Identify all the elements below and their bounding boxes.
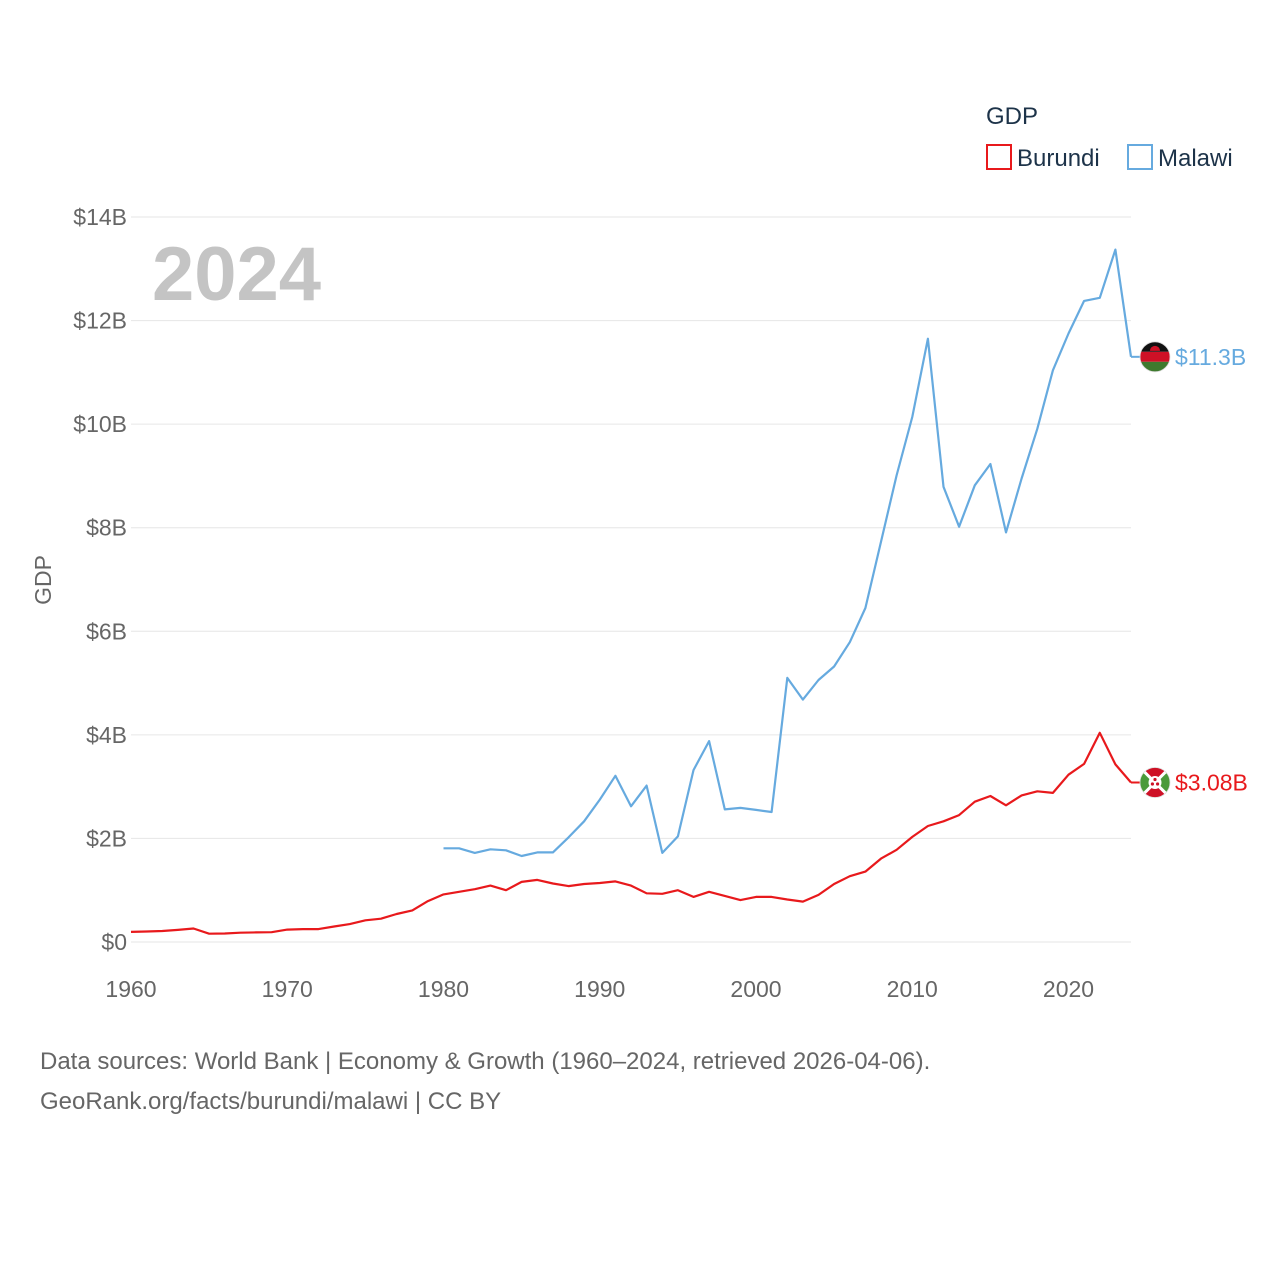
- legend-item-malawi[interactable]: Malawi: [1127, 144, 1233, 172]
- grid-lines: [131, 216, 1131, 943]
- y-tick-label: $0: [101, 929, 127, 955]
- series-line-malawi[interactable]: [443, 248, 1133, 858]
- data-sources-note: Data sources: World Bank | Economy & Gro…: [40, 1048, 931, 1075]
- x-tick-label: 1960: [105, 976, 156, 1002]
- credit-link[interactable]: GeoRank.org/facts/burundi/malawi | CC BY: [40, 1088, 502, 1115]
- series-lines: [130, 248, 1141, 935]
- x-tick-label: 1980: [418, 976, 469, 1002]
- burundi-flag-icon: [1139, 767, 1171, 798]
- x-tick-label: 1990: [574, 976, 625, 1002]
- legend-label-malawi: Malawi: [1158, 145, 1233, 172]
- y-axis-title: GDP: [30, 555, 56, 605]
- year-watermark: 2024: [152, 232, 321, 317]
- x-tick-label: 2020: [1043, 976, 1094, 1002]
- y-tick-label: $4B: [86, 722, 127, 748]
- legend-title: GDP: [986, 103, 1038, 130]
- y-tick-label: $14B: [73, 204, 127, 230]
- gdp-line-chart: $0$2B$4B$6B$8B$10B$12B$14B 1960 1970 1980 1…: [30, 103, 1248, 1002]
- y-tick-label: $12B: [73, 308, 127, 334]
- y-tick-label: $8B: [86, 515, 127, 541]
- legend-swatch-burundi: [986, 144, 1012, 170]
- legend-swatch-malawi: [1127, 144, 1153, 170]
- x-tick-label: 2000: [730, 976, 781, 1002]
- legend-label-burundi: Burundi: [1017, 145, 1100, 172]
- malawi-flag-icon: [1139, 341, 1171, 373]
- series-line-burundi[interactable]: [130, 731, 1132, 935]
- footer: Data sources: World Bank | Economy & Gro…: [40, 1042, 930, 1122]
- x-tick-label: 1970: [262, 976, 313, 1002]
- legend-item-burundi[interactable]: Burundi: [986, 144, 1100, 172]
- series-end-markers: $3.08B $11.3B: [1139, 341, 1248, 798]
- y-axis-tick-labels: $0 $2B $4B $6B $8B $10B $12B $14B: [73, 204, 127, 955]
- x-axis-tick-labels: 1960 1970 1980 1990 2000 2010 2020: [105, 976, 1094, 1002]
- x-tick-label: 2010: [887, 976, 938, 1002]
- y-tick-label: $2B: [86, 825, 127, 851]
- end-value-label-burundi: $3.08B: [1175, 770, 1248, 796]
- end-value-label-malawi: $11.3B: [1175, 344, 1246, 370]
- y-tick-label: $10B: [73, 411, 127, 437]
- legend: GDP Burundi Malawi: [986, 103, 1233, 172]
- y-tick-label: $6B: [86, 618, 127, 644]
